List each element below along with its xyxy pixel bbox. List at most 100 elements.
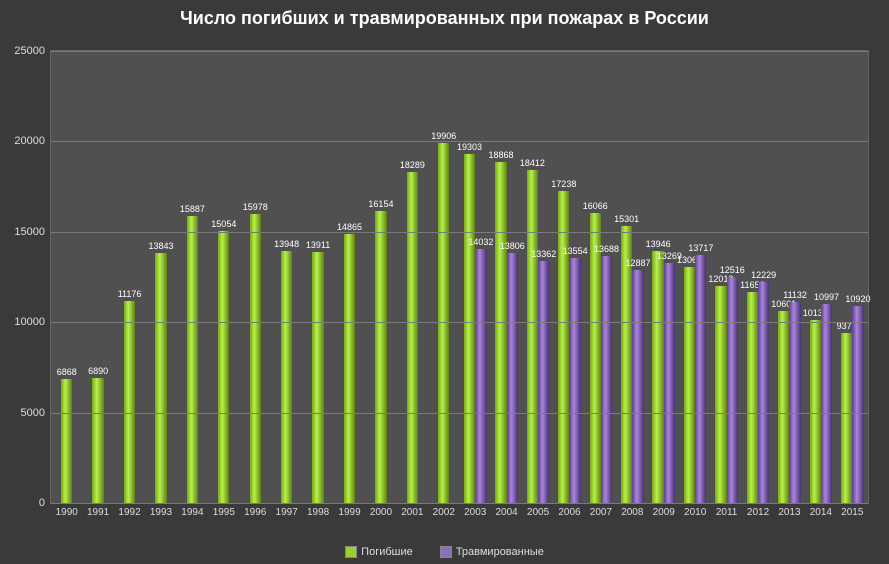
bar-injured <box>664 263 675 503</box>
value-label-deaths: 16154 <box>368 199 393 209</box>
y-tick-label: 25000 <box>14 45 45 57</box>
x-tick-label: 1999 <box>338 507 360 518</box>
value-label-injured: 13362 <box>531 249 556 259</box>
legend-label-injured: Травмированные <box>456 546 544 558</box>
x-tick-label: 2008 <box>621 507 643 518</box>
bar-deaths <box>841 333 852 503</box>
bars-layer: 6868689011176138431588715054159781394813… <box>51 51 868 503</box>
value-label-injured: 12516 <box>720 265 745 275</box>
x-tick-label: 1992 <box>118 507 140 518</box>
bar-injured <box>538 261 549 503</box>
y-tick-label: 0 <box>39 497 45 509</box>
bar-deaths <box>312 252 323 504</box>
value-label-deaths: 18289 <box>400 160 425 170</box>
value-label-injured: 14032 <box>468 237 493 247</box>
bar-injured <box>475 249 486 503</box>
x-tick-label: 2015 <box>841 507 863 518</box>
bar-deaths <box>495 162 506 503</box>
value-label-deaths: 15054 <box>211 219 236 229</box>
bar-injured <box>569 258 580 503</box>
plot-area: 6868689011176138431588715054159781394813… <box>50 50 869 504</box>
legend-item-injured: Травмированные <box>440 546 544 558</box>
x-tick-label: 1997 <box>276 507 298 518</box>
value-label-injured: 11132 <box>783 290 807 300</box>
value-label-deaths: 17238 <box>551 179 576 189</box>
bar-deaths <box>747 292 758 503</box>
value-label-injured: 13717 <box>688 243 713 253</box>
x-tick-label: 2011 <box>716 507 738 518</box>
x-tick-label: 1995 <box>213 507 235 518</box>
value-label-deaths: 16066 <box>583 201 608 211</box>
bar-deaths <box>375 211 386 503</box>
bar-deaths <box>527 170 538 503</box>
bar-injured <box>852 306 863 503</box>
bar-deaths <box>778 311 789 503</box>
value-label-deaths: 19906 <box>431 131 456 141</box>
x-tick-label: 2010 <box>684 507 706 518</box>
value-label-injured: 12229 <box>751 270 776 280</box>
value-label-deaths: 14865 <box>337 222 362 232</box>
bar-injured <box>821 304 832 503</box>
bar-deaths <box>684 267 695 503</box>
bar-injured <box>601 256 612 503</box>
y-tick-label: 15000 <box>14 226 45 238</box>
x-tick-label: 2012 <box>747 507 769 518</box>
value-label-injured: 13554 <box>563 246 588 256</box>
value-label-deaths: 13946 <box>646 239 671 249</box>
bar-deaths <box>250 214 261 503</box>
bar-deaths <box>407 172 418 503</box>
value-label-deaths: 13948 <box>274 239 299 249</box>
x-tick-label: 1994 <box>181 507 203 518</box>
bar-deaths <box>218 231 229 503</box>
x-tick-label: 2007 <box>590 507 612 518</box>
bar-injured <box>789 302 800 503</box>
value-label-deaths: 15301 <box>614 214 639 224</box>
bar-injured <box>758 282 769 503</box>
x-tick-label: 2003 <box>464 507 486 518</box>
legend: Погибшие Травмированные <box>0 546 889 558</box>
x-tick-label: 2001 <box>401 507 423 518</box>
bar-deaths <box>715 286 726 503</box>
grid-line <box>51 232 868 233</box>
grid-line <box>51 322 868 323</box>
legend-item-deaths: Погибшие <box>345 546 413 558</box>
value-label-deaths: 6868 <box>57 367 77 377</box>
value-label-deaths: 15887 <box>180 204 205 214</box>
bar-deaths <box>61 379 72 503</box>
x-tick-label: 2014 <box>810 507 832 518</box>
y-tick-label: 5000 <box>21 407 45 419</box>
x-tick-label: 2004 <box>496 507 518 518</box>
value-label-deaths: 15978 <box>243 202 268 212</box>
x-tick-label: 2002 <box>433 507 455 518</box>
x-tick-label: 2005 <box>527 507 549 518</box>
bar-deaths <box>155 253 166 503</box>
value-label-injured: 12887 <box>625 258 650 268</box>
swatch-green <box>345 546 357 558</box>
value-label-injured: 10920 <box>845 294 870 304</box>
bar-injured <box>507 253 518 503</box>
chart-container: Число погибших и травмированных при пожа… <box>0 0 889 564</box>
grid-line <box>51 51 868 52</box>
bar-deaths <box>92 378 103 503</box>
y-tick-label: 10000 <box>14 316 45 328</box>
bar-deaths <box>590 213 601 503</box>
bar-deaths <box>652 251 663 503</box>
x-tick-label: 2006 <box>558 507 580 518</box>
bar-deaths <box>344 234 355 503</box>
grid-line <box>51 141 868 142</box>
grid-line <box>51 503 868 504</box>
x-tick-label: 2013 <box>778 507 800 518</box>
bar-deaths <box>187 216 198 503</box>
value-label-deaths: 13911 <box>306 240 330 250</box>
y-tick-label: 20000 <box>14 135 45 147</box>
bar-deaths <box>281 251 292 503</box>
bar-injured <box>632 270 643 503</box>
bar-deaths <box>558 191 569 503</box>
bar-deaths <box>124 301 135 503</box>
chart-title: Число погибших и травмированных при пожа… <box>0 8 889 29</box>
x-tick-label: 1991 <box>87 507 109 518</box>
value-label-deaths: 18412 <box>520 158 545 168</box>
bar-deaths <box>464 154 475 503</box>
grid-line <box>51 413 868 414</box>
bar-injured <box>727 277 738 503</box>
